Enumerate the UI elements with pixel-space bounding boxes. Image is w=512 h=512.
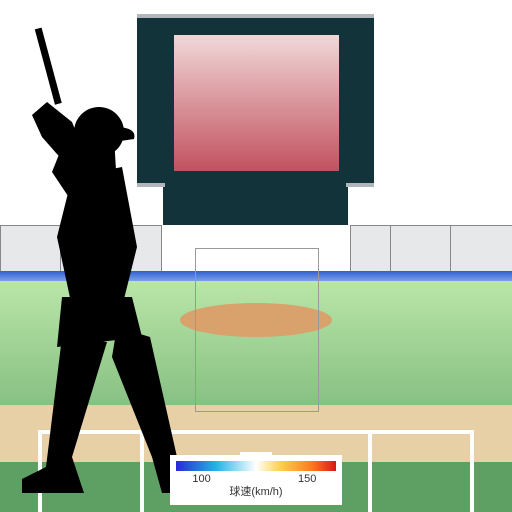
batter-silhouette bbox=[2, 27, 212, 497]
speed-tick-150: 150 bbox=[298, 473, 316, 485]
speed-legend: 100 150 球速(km/h) bbox=[170, 455, 342, 505]
batters-box-line bbox=[368, 430, 372, 512]
pitch-chart: 100 150 球速(km/h) bbox=[0, 0, 512, 512]
fence-panel bbox=[390, 225, 452, 273]
strike-zone bbox=[195, 248, 319, 412]
fence-panel bbox=[350, 225, 392, 273]
speed-caption: 球速(km/h) bbox=[170, 483, 342, 499]
batters-box-line bbox=[470, 430, 474, 512]
speed-colorbar bbox=[176, 461, 336, 471]
scoreboard-trim-mid-right bbox=[346, 183, 374, 187]
scoreboard-trim-top bbox=[137, 14, 374, 18]
speed-tick-100: 100 bbox=[192, 473, 210, 485]
fence-panel bbox=[450, 225, 512, 273]
